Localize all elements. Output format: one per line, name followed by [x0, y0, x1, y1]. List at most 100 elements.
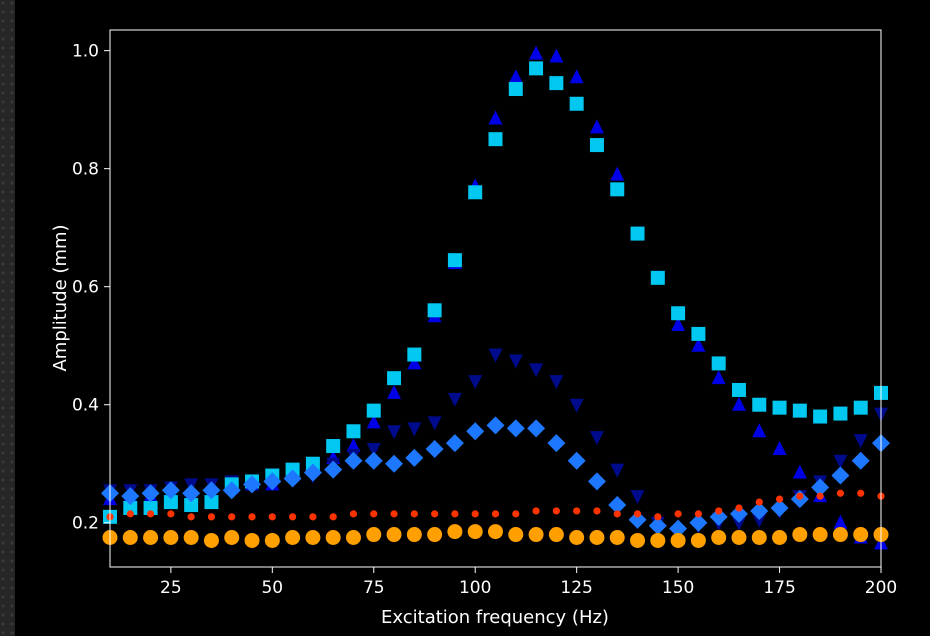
data-point — [750, 501, 769, 520]
data-point — [488, 524, 503, 540]
data-point — [222, 481, 241, 500]
scatter-chart: 25 50 75 100 125 150 175 200 0.2 0.4 0.6 0.8 1.0 Ex… — [50, 29, 897, 628]
data-point — [183, 529, 199, 545]
data-point — [122, 529, 138, 545]
data-point — [244, 532, 260, 548]
data-point — [488, 110, 503, 125]
data-point — [387, 384, 402, 399]
data-point — [589, 119, 604, 134]
data-point — [407, 422, 422, 437]
x-tick-label: 175 — [763, 578, 795, 598]
data-point — [811, 478, 830, 497]
data-point — [427, 416, 442, 431]
data-point — [326, 439, 341, 454]
data-point — [792, 464, 807, 479]
x-axis-label: Excitation frequency (Hz) — [381, 607, 609, 628]
data-point — [207, 513, 216, 521]
data-point — [833, 406, 848, 421]
data-point — [648, 516, 667, 535]
data-point — [630, 532, 646, 548]
data-point — [573, 507, 581, 515]
data-point — [325, 529, 341, 545]
data-point — [488, 348, 503, 363]
data-point — [385, 454, 404, 473]
data-point — [549, 76, 564, 91]
data-point — [630, 490, 645, 505]
data-point — [163, 529, 179, 545]
data-point — [431, 510, 439, 518]
data-point — [161, 481, 180, 500]
data-point — [552, 507, 560, 515]
data-point — [163, 495, 178, 510]
data-point — [549, 375, 564, 390]
data-point — [324, 460, 343, 479]
data-point — [447, 253, 462, 268]
data-point — [529, 61, 544, 76]
data-point — [671, 317, 686, 332]
data-point — [387, 371, 402, 386]
data-point — [654, 513, 662, 521]
data-point — [853, 527, 869, 543]
data-point — [547, 434, 566, 453]
data-point — [224, 529, 240, 545]
data-point — [792, 527, 808, 543]
data-point — [711, 356, 726, 371]
y-tick-label: 0.4 — [72, 396, 99, 416]
y-tick-label: 0.8 — [72, 160, 99, 180]
data-point — [752, 397, 767, 412]
data-point — [425, 439, 444, 458]
x-tick-label: 125 — [560, 578, 592, 598]
series-6 — [102, 524, 889, 548]
x-tick-label: 75 — [363, 578, 385, 598]
data-point — [833, 514, 848, 529]
data-point — [630, 226, 645, 241]
data-point — [143, 500, 158, 515]
data-point — [303, 463, 322, 482]
data-point — [468, 375, 483, 390]
data-point — [345, 529, 361, 545]
data-point — [610, 166, 625, 181]
data-point — [593, 507, 601, 515]
data-point — [512, 510, 520, 518]
y-tick-label: 1.0 — [72, 42, 99, 62]
data-point — [508, 82, 523, 97]
data-point — [857, 489, 865, 497]
x-tick-label: 150 — [662, 578, 694, 598]
data-point — [755, 498, 763, 506]
data-point — [691, 337, 706, 352]
data-point — [187, 513, 195, 521]
series-5 — [106, 489, 885, 521]
data-point — [184, 498, 199, 513]
data-point — [366, 403, 381, 418]
data-point — [285, 529, 301, 545]
data-point — [329, 513, 337, 521]
data-point — [731, 382, 746, 397]
data-point — [567, 451, 586, 470]
data-point — [589, 529, 605, 545]
data-point — [674, 510, 682, 518]
data-point — [832, 527, 848, 543]
data-point — [731, 529, 747, 545]
y-tick-label: 0.2 — [72, 514, 99, 534]
data-point — [610, 463, 625, 478]
data-point — [589, 431, 604, 446]
data-point — [670, 532, 686, 548]
data-point — [775, 495, 784, 503]
data-point — [349, 510, 358, 518]
data-point — [264, 532, 280, 548]
data-point — [283, 469, 302, 488]
data-point — [167, 510, 175, 518]
data-point — [488, 132, 503, 147]
data-point — [364, 451, 383, 470]
data-point — [610, 182, 625, 197]
data-point — [143, 529, 159, 545]
x-tick-label: 25 — [160, 578, 182, 598]
data-point — [407, 347, 422, 362]
data-point — [735, 504, 743, 512]
data-point — [228, 513, 236, 521]
data-point — [752, 423, 767, 438]
y-axis-label: Amplitude (mm) — [50, 224, 71, 371]
data-point — [390, 510, 398, 518]
data-point — [671, 306, 686, 321]
data-point — [309, 513, 317, 521]
